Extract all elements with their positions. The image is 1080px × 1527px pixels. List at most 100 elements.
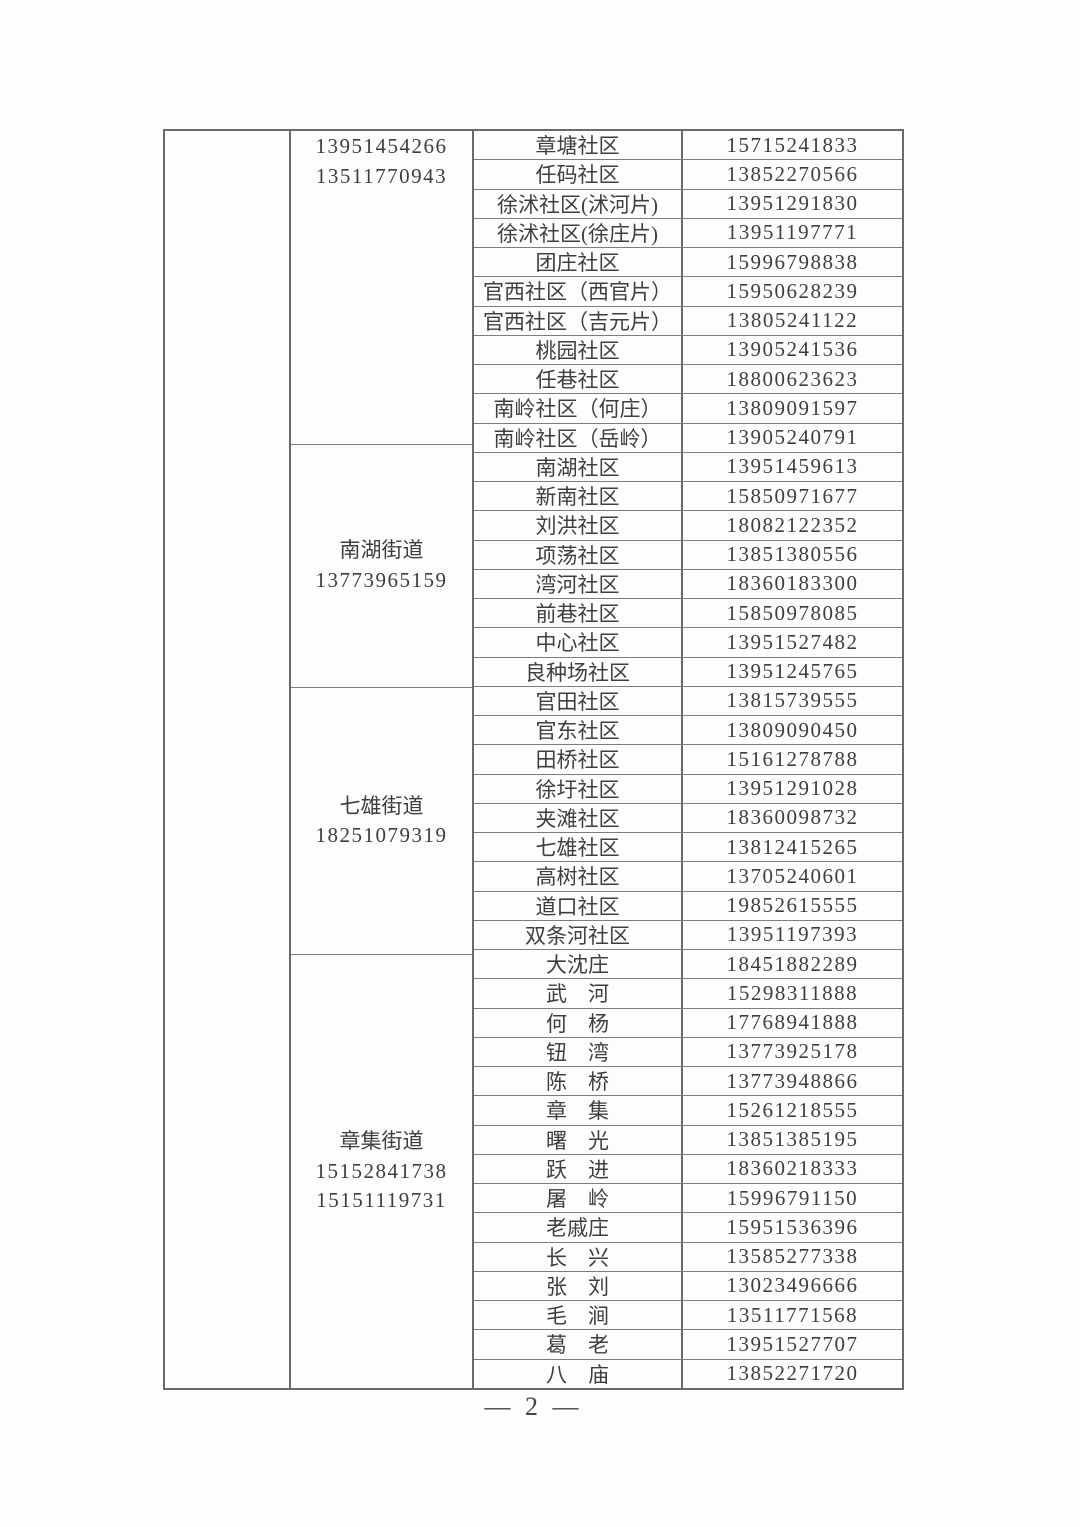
phone-number-cell: 13905240791 (726, 425, 859, 450)
table-row: 老戚庄 15951536396 (474, 1212, 902, 1242)
table-row: 前巷社区 15850978085 (474, 598, 902, 628)
street-cell: 南湖街道 13773965159 (291, 443, 472, 688)
table-row: 章塘社区 15715241833 (474, 131, 902, 160)
table-row: 毛 涧 13511771568 (474, 1300, 902, 1330)
street-cell: 13951454266 13511770943 (291, 131, 472, 444)
phone-number-cell: 13773948866 (726, 1068, 859, 1093)
community-name-cell: 徐沭社区(沭河片) (474, 189, 683, 218)
phone-number-cell: 13951527482 (726, 629, 859, 654)
page-number: — 2 — (484, 1392, 583, 1421)
table-row: 新南社区 15850971677 (474, 481, 902, 511)
community-name-cell: 湾河社区 (474, 569, 683, 598)
community-name-cell: 南湖社区 (474, 452, 683, 481)
community-name-cell: 任码社区 (474, 160, 683, 189)
street-name: 七雄街道 (339, 793, 424, 818)
table-row: 任码社区 13852270566 (474, 159, 902, 189)
community-name-cell: 道口社区 (474, 891, 683, 920)
phone-number-cell: 13023496666 (726, 1273, 859, 1298)
table-row: 张 刘 13023496666 (474, 1270, 902, 1300)
table-row: 七雄社区 13812415265 (474, 832, 902, 862)
phone-number-cell: 15161278788 (726, 746, 859, 771)
community-name-cell: 何 杨 (474, 1008, 683, 1037)
table-row: 章 集 15261218555 (474, 1095, 902, 1125)
phone-number-cell: 13511771568 (726, 1302, 859, 1327)
phone-number-cell: 13851380556 (726, 542, 859, 567)
phone-number-cell: 13951197393 (726, 922, 859, 947)
table-row: 官西社区（吉元片） 13805241122 (474, 305, 902, 335)
phone-number-cell: 13852270566 (726, 161, 859, 186)
phone-number-cell: 15951536396 (726, 1214, 859, 1239)
phone-number-cell: 17768941888 (726, 1010, 859, 1035)
streets-column: 13951454266 13511770943 南湖街道 13773965159 七雄街… (291, 131, 474, 1388)
table-row: 跃 进 18360218333 (474, 1153, 902, 1183)
street-phone: 15152841738 (315, 1158, 448, 1183)
table-row: 八 庙 13852271720 (474, 1358, 902, 1388)
table-row: 官田社区 13815739555 (474, 685, 902, 715)
table-row: 中心社区 13951527482 (474, 627, 902, 657)
community-name-cell: 七雄社区 (474, 833, 683, 862)
community-name-cell: 曙 光 (474, 1125, 683, 1154)
phone-number-cell: 13851385195 (726, 1127, 859, 1152)
phone-number-cell: 13951291830 (726, 191, 859, 216)
phone-number-cell: 18082122352 (726, 512, 859, 537)
community-name-cell: 桃园社区 (474, 335, 683, 364)
table-row: 屠 岭 15996791150 (474, 1183, 902, 1213)
phone-number-cell: 18360183300 (726, 571, 859, 596)
table-row: 大沈庄 18451882289 (474, 949, 902, 979)
street-phone: 15151119731 (316, 1188, 447, 1213)
table-row: 曙 光 13851385195 (474, 1124, 902, 1154)
table-row: 徐沭社区(沭河片) 13951291830 (474, 188, 902, 218)
phone-number-cell: 13852271720 (726, 1361, 859, 1386)
community-name-cell: 新南社区 (474, 482, 683, 511)
table-row: 陈 桥 13773948866 (474, 1066, 902, 1096)
community-name-cell: 老戚庄 (474, 1213, 683, 1242)
phone-number-cell: 15850971677 (726, 483, 859, 508)
phone-number-cell: 18800623623 (726, 366, 859, 391)
phone-number-cell: 13809091597 (726, 395, 859, 420)
phone-number-cell: 13705240601 (726, 863, 859, 888)
community-name-cell: 刘洪社区 (474, 511, 683, 540)
table-row: 钮 湾 13773925178 (474, 1036, 902, 1066)
phone-number-cell: 15298311888 (726, 980, 859, 1005)
table-row: 官东社区 13809090450 (474, 715, 902, 745)
community-name-cell: 八 庙 (474, 1359, 683, 1388)
table-row: 徐圩社区 13951291028 (474, 773, 902, 803)
table-row: 徐沭社区(徐庄片) 13951197771 (474, 217, 902, 247)
community-name-cell: 官田社区 (474, 686, 683, 715)
community-name-cell: 官西社区（西官片） (474, 277, 683, 306)
community-name-cell: 章 集 (474, 1096, 683, 1125)
table-row: 任巷社区 18800623623 (474, 364, 902, 394)
community-name-cell: 葛 老 (474, 1330, 683, 1359)
community-name-cell: 前巷社区 (474, 599, 683, 628)
community-name-cell: 武 河 (474, 979, 683, 1008)
community-name-cell: 项荡社区 (474, 540, 683, 569)
phone-number-cell: 15261218555 (726, 1097, 859, 1122)
phone-number-cell: 13812415265 (726, 834, 859, 859)
phone-number-cell: 13809090450 (726, 717, 859, 742)
street-phone: 13773965159 (315, 567, 448, 592)
table-row: 高树社区 13705240601 (474, 861, 902, 891)
table-row: 何 杨 17768941888 (474, 1007, 902, 1037)
community-name-cell: 徐沭社区(徐庄片) (474, 218, 683, 247)
community-name-cell: 钮 湾 (474, 1037, 683, 1066)
phone-number-cell: 13951197771 (726, 220, 859, 245)
community-name-cell: 中心社区 (474, 628, 683, 657)
table-row: 南岭社区（岳岭） 13905240791 (474, 422, 902, 452)
phone-number-cell: 15715241833 (726, 132, 859, 157)
community-name-cell: 南岭社区（岳岭） (474, 423, 683, 452)
community-name-cell: 大沈庄 (474, 950, 683, 979)
table-row: 葛 老 13951527707 (474, 1329, 902, 1359)
street-phone: 13511770943 (315, 163, 448, 188)
phone-number-cell: 13905241536 (726, 337, 859, 362)
table-row: 桃园社区 13905241536 (474, 334, 902, 364)
table-row: 团庄社区 15996798838 (474, 247, 902, 277)
community-name-cell: 徐圩社区 (474, 774, 683, 803)
street-cell: 章集街道 15152841738 15151119731 (291, 954, 472, 1388)
table-row: 双条河社区 13951197393 (474, 919, 902, 949)
table-row: 田桥社区 15161278788 (474, 744, 902, 774)
phone-number-cell: 13951291028 (726, 776, 859, 801)
community-name-cell: 屠 岭 (474, 1184, 683, 1213)
phone-number-cell: 18451882289 (726, 951, 859, 976)
community-name-cell: 章塘社区 (474, 131, 683, 160)
